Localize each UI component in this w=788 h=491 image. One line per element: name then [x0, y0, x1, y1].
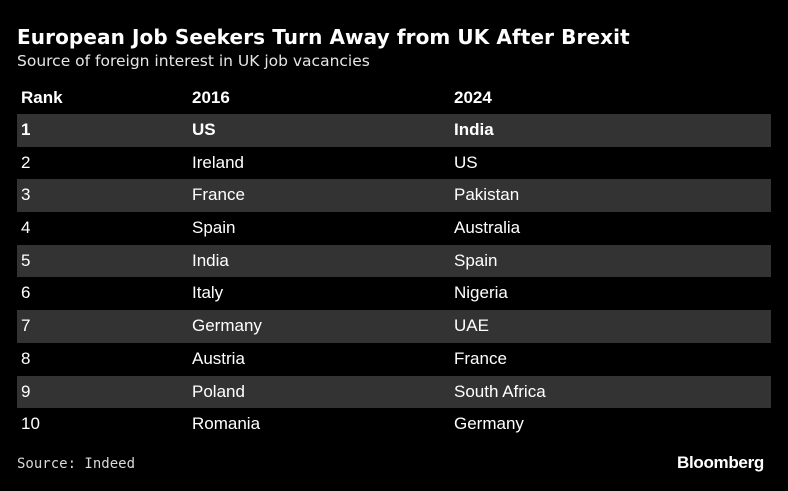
rank-cell: 8 — [21, 348, 31, 368]
rank-cell: 3 — [21, 185, 31, 205]
header-2016: 2016 — [192, 88, 230, 107]
cell-2016: France — [192, 185, 245, 205]
table-row: 6 Italy Nigeria — [17, 277, 771, 310]
table-row: 2 Ireland US — [17, 147, 771, 180]
cell-2024: Australia — [454, 218, 521, 238]
rank-cell: 9 — [21, 381, 31, 401]
rank-cell: 2 — [21, 152, 31, 172]
cell-2024: India — [454, 120, 494, 139]
header-2024: 2024 — [454, 88, 492, 107]
table-row: 7 Germany UAE — [17, 310, 771, 343]
table-row: 4 Spain Australia — [17, 212, 771, 245]
cell-2024: France — [454, 348, 507, 368]
cell-2016: India — [192, 250, 229, 270]
cell-2024: Spain — [454, 250, 498, 270]
rank-cell: 4 — [21, 218, 31, 238]
cell-2024: Nigeria — [454, 283, 508, 303]
ranking-table: Rank 2016 2024 1 US India 2 Ireland US 3 France… — [17, 83, 771, 441]
cell-2016: Italy — [192, 283, 224, 303]
cell-2024: US — [454, 152, 478, 172]
rank-cell: 5 — [21, 250, 31, 270]
table-row: 10 Romania Germany — [17, 408, 771, 441]
header-rank: Rank — [21, 88, 63, 107]
cell-2024: Germany — [454, 414, 524, 434]
cell-2016: Austria — [192, 348, 245, 368]
chart-subtitle: Source of foreign interest in UK job vac… — [17, 52, 370, 70]
rank-cell: 1 — [21, 120, 31, 139]
cell-2016: Ireland — [192, 152, 244, 172]
cell-2016: Poland — [192, 381, 245, 401]
rank-cell: 6 — [21, 283, 31, 303]
cell-2024: South Africa — [454, 381, 546, 401]
source-note: Source: Indeed — [17, 456, 136, 472]
rank-cell: 7 — [21, 316, 31, 336]
table-row: 8 Austria France — [17, 343, 771, 376]
cell-2016: Spain — [192, 218, 236, 238]
table-body: 1 US India 2 Ireland US 3 France Pakistan 4 Spain A… — [17, 114, 771, 441]
table-row: 1 US India — [17, 114, 771, 147]
cell-2016: US — [192, 120, 216, 139]
bloomberg-logo: Bloomberg — [676, 453, 764, 472]
cell-2024: UAE — [454, 316, 489, 336]
chart-title: European Job Seekers Turn Away from UK A… — [17, 25, 630, 49]
cell-2016: Romania — [192, 414, 261, 434]
rank-cell: 10 — [21, 414, 40, 434]
cell-2016: Germany — [192, 316, 262, 336]
table-row: 5 India Spain — [17, 244, 771, 278]
cell-2024: Pakistan — [454, 185, 520, 205]
table-row: 3 France Pakistan — [17, 179, 771, 213]
table-header-row: Rank 2016 2024 — [17, 83, 771, 114]
table-row: 9 Poland South Africa — [17, 375, 771, 409]
